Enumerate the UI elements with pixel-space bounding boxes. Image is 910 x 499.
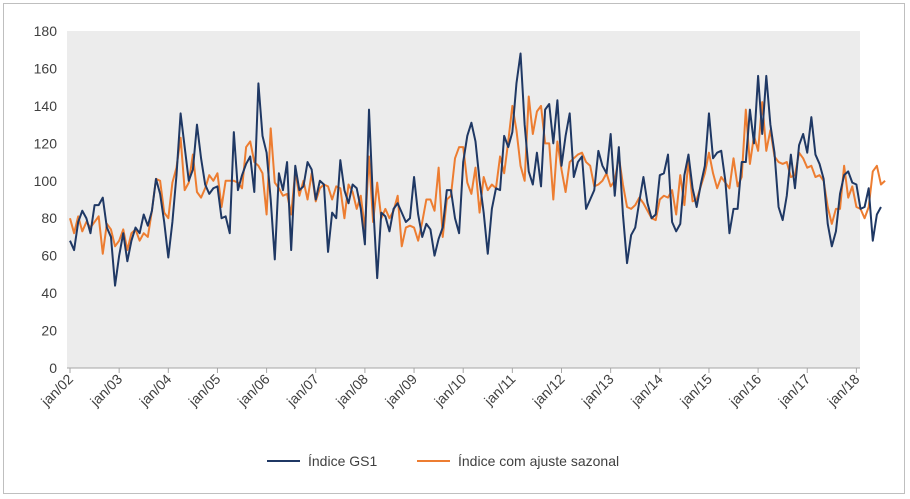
y-tick-label: 120 (34, 135, 58, 151)
legend-label: Índice GS1 (308, 453, 377, 469)
y-tick-label: 140 (34, 98, 58, 114)
y-tick-label: 40 (41, 285, 57, 301)
plot-area (67, 31, 860, 368)
legend-label: Índice com ajuste sazonal (458, 453, 619, 469)
series-line-indice-gs1 (69, 52, 882, 287)
y-tick-label: 60 (41, 248, 57, 264)
x-tick-label: jan/16 (725, 371, 764, 410)
x-tick-label: jan/18 (824, 371, 863, 410)
x-tick-label: jan/15 (676, 371, 715, 410)
series-lines (69, 52, 886, 287)
y-tick-label: 100 (34, 173, 58, 189)
x-tick-label: jan/04 (135, 371, 174, 410)
x-tick-label: jan/06 (234, 371, 273, 410)
x-tick-label: jan/08 (332, 371, 371, 410)
y-tick-label: 180 (34, 23, 58, 39)
y-tick-label: 80 (41, 210, 57, 226)
x-tick-label: jan/11 (480, 371, 518, 409)
x-axis-ticks: jan/02 jan/03 jan/04 jan/05 jan/06 jan/07 jan/… (37, 368, 863, 410)
x-tick-label: jan/10 (430, 371, 469, 410)
x-tick-label: jan/17 (774, 371, 813, 410)
y-tick-label: 0 (49, 360, 57, 376)
x-tick-label: jan/05 (185, 371, 224, 410)
x-tick-label: jan/14 (627, 371, 666, 410)
x-tick-label: jan/09 (381, 371, 420, 410)
y-axis-ticks: 0 20 40 60 80 100 120 140 160 180 (34, 23, 58, 376)
x-tick-label: jan/02 (37, 371, 76, 410)
x-tick-label: jan/03 (86, 371, 125, 410)
x-tick-label: jan/07 (283, 371, 322, 410)
y-tick-label: 160 (34, 60, 58, 76)
legend: Índice GS1 Índice com ajuste sazonal (267, 453, 619, 469)
x-tick-label: jan/12 (529, 371, 568, 410)
y-tick-label: 20 (41, 323, 57, 339)
x-tick-label: jan/13 (578, 371, 617, 410)
